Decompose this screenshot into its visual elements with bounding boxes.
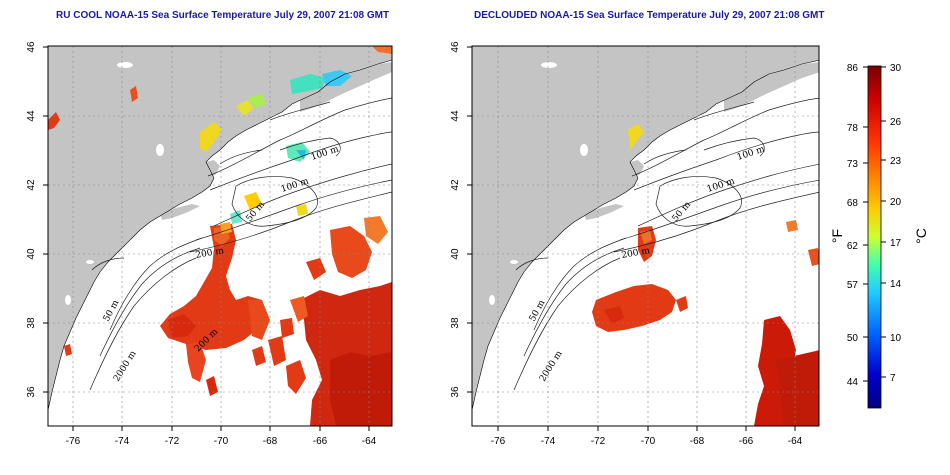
right-panel-title: DECLOUDED NOAA-15 Sea Surface Temperatur…: [474, 10, 825, 21]
svg-text:50: 50: [847, 333, 859, 344]
colorbar-fahrenheit-labels: 86 78 73 68 62 57 50 44: [847, 63, 859, 388]
svg-text:46: 46: [450, 41, 461, 53]
svg-text:-68: -68: [263, 436, 278, 447]
svg-text:73: 73: [847, 159, 859, 170]
svg-text:-76: -76: [66, 436, 81, 447]
bathymetry-contours: [89, 97, 392, 391]
right-map-frame: [471, 45, 820, 427]
sst-cool-patches: [200, 70, 352, 234]
svg-text:42: 42: [26, 179, 37, 191]
left-map-panel: 100 m 100 m 50 m 200 m 50 m 2000 m 200 m…: [26, 41, 393, 447]
svg-text:44: 44: [847, 377, 859, 388]
declouded-sst-patches: [592, 124, 819, 426]
nova-scotia: [300, 62, 392, 112]
svg-text:-64: -64: [362, 436, 377, 447]
cape-cod: [206, 160, 220, 178]
svg-text:46: 46: [26, 41, 37, 53]
svg-text:-68: -68: [690, 436, 705, 447]
right-y-axis-labels: 46 44 42 40 38 36: [450, 41, 461, 398]
north-america-landmass: [48, 46, 392, 410]
svg-text:-66: -66: [313, 436, 328, 447]
long-island: [160, 204, 200, 220]
left-panel-title: RU COOL NOAA-15 Sea Surface Temperature …: [56, 10, 390, 21]
svg-text:-72: -72: [165, 436, 180, 447]
svg-text:44: 44: [26, 110, 37, 122]
svg-text:36: 36: [26, 386, 37, 398]
temperature-colorbar: 86 78 73 68 62 57 50 44 30 26 23 20 17 1…: [829, 63, 929, 409]
svg-text:40: 40: [450, 248, 461, 260]
left-map-frame: [47, 45, 393, 427]
left-y-axis-labels: 46 44 42 40 38 36: [26, 41, 37, 398]
svg-text:62: 62: [847, 241, 859, 252]
svg-text:7: 7: [890, 373, 896, 384]
svg-text:23: 23: [890, 156, 902, 167]
right-map-panel: 100 m 100 m 50 m 200 m 50 m 2000 m -76 -…: [450, 41, 820, 447]
svg-text:-74: -74: [541, 436, 556, 447]
svg-text:44: 44: [450, 110, 461, 122]
svg-text:-70: -70: [641, 436, 656, 447]
left-x-axis-labels: -76 -74 -72 -70 -68 -66 -64: [66, 436, 377, 447]
svg-text:68: 68: [847, 198, 859, 209]
svg-text:200 m: 200 m: [621, 246, 651, 261]
svg-text:-66: -66: [739, 436, 754, 447]
colorbar-gradient: [867, 65, 882, 409]
svg-text:30: 30: [890, 63, 902, 74]
svg-text:38: 38: [450, 317, 461, 329]
celsius-unit-label: °C: [913, 228, 929, 244]
svg-text:-76: -76: [491, 436, 506, 447]
sst-warm-patches: [48, 46, 392, 426]
svg-text:20: 20: [890, 197, 902, 208]
svg-text:-74: -74: [115, 436, 130, 447]
svg-text:86: 86: [847, 63, 859, 74]
svg-text:17: 17: [890, 238, 902, 249]
svg-text:40: 40: [26, 248, 37, 260]
fahrenheit-unit-label: °F: [829, 229, 845, 243]
svg-text:57: 57: [847, 280, 859, 291]
svg-text:-72: -72: [591, 436, 606, 447]
right-x-axis-labels: -76 -74 -72 -70 -68 -66 -64: [491, 436, 803, 447]
svg-text:-64: -64: [788, 436, 803, 447]
svg-text:42: 42: [450, 179, 461, 191]
lat-lon-grid: [48, 46, 392, 426]
svg-text:-70: -70: [214, 436, 229, 447]
svg-text:78: 78: [847, 123, 859, 134]
svg-text:200 m: 200 m: [195, 246, 225, 261]
colorbar-celsius-labels: 30 26 23 20 17 14 10 7: [890, 63, 902, 384]
svg-text:10: 10: [890, 333, 902, 344]
svg-text:36: 36: [450, 386, 461, 398]
svg-text:14: 14: [890, 279, 902, 290]
svg-text:26: 26: [890, 117, 902, 128]
svg-text:38: 38: [26, 317, 37, 329]
